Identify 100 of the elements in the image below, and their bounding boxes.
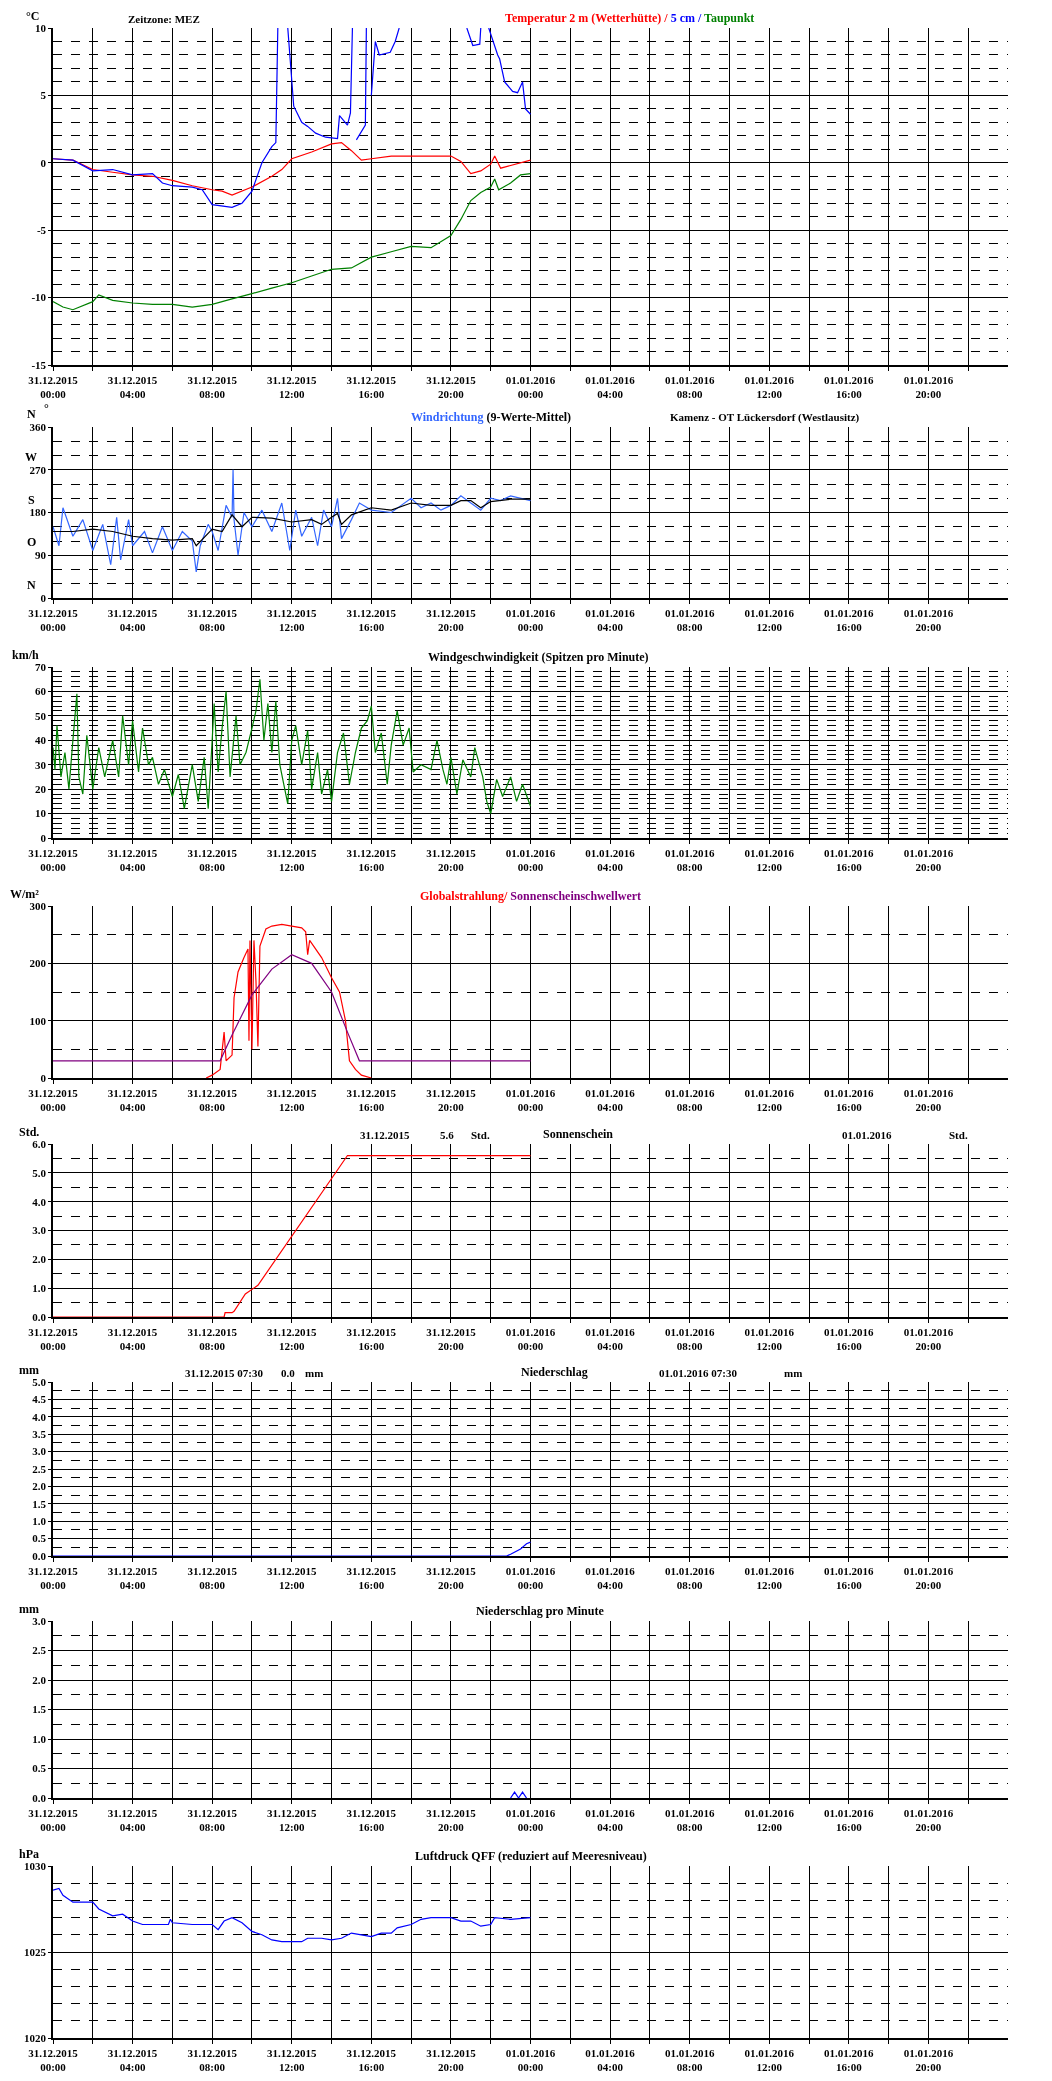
y-tick-label: 3.5 bbox=[32, 1428, 47, 1441]
text: Std. bbox=[949, 1129, 968, 1141]
y-tick-label: 2.5 bbox=[32, 1462, 47, 1475]
x-tick-label: 31.12.2015 08:00 bbox=[187, 1086, 238, 1114]
line-series bbox=[53, 678, 532, 815]
text: mm bbox=[305, 1367, 324, 1379]
text: 31.12.2015 07:30 bbox=[185, 1367, 264, 1379]
x-tick-label: 31.12.2015 12:00 bbox=[267, 606, 317, 634]
text: Kamenz - OT Lückersdorf (Westlausitz) bbox=[670, 411, 860, 424]
x-tick-label: 31.12.2015 08:00 bbox=[187, 373, 238, 401]
x-tick-label: 01.01.2016 12:00 bbox=[744, 1806, 795, 1834]
y-tick-label: 0.0 bbox=[32, 1791, 47, 1804]
y-tick-label: 4.5 bbox=[32, 1393, 47, 1406]
x-tick-label: 31.12.2015 08:00 bbox=[187, 846, 238, 874]
y-tick-label: 10 bbox=[35, 21, 47, 34]
x-tick-label: 31.12.2015 20:00 bbox=[426, 606, 477, 634]
y-tick-label: 3.0 bbox=[32, 1445, 47, 1458]
x-tick-label: 01.01.2016 20:00 bbox=[903, 1564, 954, 1592]
x-tick-label: 31.12.2015 16:00 bbox=[346, 373, 397, 401]
line-series bbox=[53, 954, 532, 1062]
text: S bbox=[28, 493, 35, 507]
line-series bbox=[53, 469, 532, 573]
x-tick-label: 01.01.2016 20:00 bbox=[903, 2046, 954, 2074]
y-tick-label: 1.0 bbox=[32, 1282, 47, 1295]
y-tick-label: 60 bbox=[35, 685, 47, 698]
x-tick-label: 01.01.2016 04:00 bbox=[585, 2046, 636, 2074]
text: 0.0 bbox=[281, 1367, 296, 1379]
x-tick-label: 31.12.2015 04:00 bbox=[107, 1564, 158, 1592]
x-tick-label: 01.01.2016 08:00 bbox=[664, 1086, 715, 1114]
x-tick-label: 31.12.2015 04:00 bbox=[107, 1806, 158, 1834]
x-tick-label: 01.01.2016 12:00 bbox=[744, 1564, 795, 1592]
y-tick-label: 5 bbox=[40, 89, 47, 102]
x-tick-label: 31.12.2015 16:00 bbox=[346, 606, 397, 634]
y-tick-label: -10 bbox=[31, 291, 47, 304]
y-tick-label: 4.0 bbox=[32, 1410, 47, 1423]
x-tick-label: 01.01.2016 08:00 bbox=[664, 373, 715, 401]
y-tick-label: 50 bbox=[35, 709, 47, 722]
text: N bbox=[27, 578, 36, 592]
y-tick-label: -5 bbox=[36, 224, 47, 237]
y-tick-label: 1.5 bbox=[32, 1497, 47, 1510]
x-tick-label: 31.12.2015 00:00 bbox=[28, 606, 79, 634]
x-tick-label: 31.12.2015 20:00 bbox=[426, 1564, 477, 1592]
x-tick-label: 31.12.2015 20:00 bbox=[426, 1086, 477, 1114]
y-tick-label: 6.0 bbox=[32, 1137, 47, 1150]
x-tick-label: 01.01.2016 04:00 bbox=[585, 1325, 636, 1353]
y-tick-label: 20 bbox=[35, 782, 47, 795]
x-tick-label: 01.01.2016 12:00 bbox=[744, 2046, 795, 2074]
x-tick-label: 31.12.2015 04:00 bbox=[107, 1325, 158, 1353]
x-tick-label: 01.01.2016 08:00 bbox=[664, 846, 715, 874]
x-tick-label: 01.01.2016 00:00 bbox=[505, 2046, 556, 2074]
text: N bbox=[27, 407, 36, 421]
x-tick-label: 01.01.2016 12:00 bbox=[744, 606, 795, 634]
y-tick-label: 270 bbox=[29, 463, 47, 476]
x-tick-label: 01.01.2016 16:00 bbox=[824, 1806, 875, 1834]
x-tick-label: 01.01.2016 16:00 bbox=[824, 1325, 875, 1353]
y-tick-label: 40 bbox=[35, 734, 47, 747]
x-tick-label: 01.01.2016 04:00 bbox=[585, 606, 636, 634]
x-tick-label: 01.01.2016 08:00 bbox=[664, 1564, 715, 1592]
x-tick-label: 31.12.2015 08:00 bbox=[187, 1564, 238, 1592]
y-tick-label: 3.0 bbox=[32, 1224, 47, 1237]
y-axis-title: ° bbox=[44, 401, 49, 415]
y-tick-label: 0.5 bbox=[32, 1762, 47, 1775]
text: O bbox=[27, 535, 37, 549]
text: W bbox=[25, 450, 37, 464]
x-tick-label: 01.01.2016 04:00 bbox=[585, 373, 636, 401]
y-tick-label: 5.0 bbox=[32, 1375, 47, 1388]
x-tick-label: 31.12.2015 16:00 bbox=[346, 2046, 397, 2074]
y-axis-title: °C bbox=[26, 9, 40, 23]
line-series bbox=[53, 1541, 532, 1556]
y-tick-label: 1030 bbox=[24, 1859, 47, 1872]
x-tick-label: 31.12.2015 08:00 bbox=[187, 1806, 238, 1834]
y-tick-label: 1.0 bbox=[32, 1515, 47, 1528]
y-tick-label: 300 bbox=[29, 899, 47, 912]
y-tick-label: 2.0 bbox=[32, 1253, 47, 1266]
x-tick-label: 31.12.2015 16:00 bbox=[346, 1564, 397, 1592]
y-tick-label: 200 bbox=[29, 957, 47, 970]
x-tick-label: 31.12.2015 12:00 bbox=[267, 846, 317, 874]
text: Globalstrahlung/ bbox=[420, 889, 509, 903]
x-tick-label: 31.12.2015 04:00 bbox=[107, 2046, 158, 2074]
x-tick-label: 31.12.2015 16:00 bbox=[346, 846, 397, 874]
x-tick-label: 01.01.2016 00:00 bbox=[505, 1806, 556, 1834]
x-tick-label: 01.01.2016 16:00 bbox=[824, 1564, 875, 1592]
x-tick-label: 31.12.2015 12:00 bbox=[267, 1806, 317, 1834]
x-tick-label: 01.01.2016 20:00 bbox=[903, 606, 954, 634]
x-tick-label: 31.12.2015 04:00 bbox=[107, 606, 158, 634]
x-tick-label: 31.12.2015 00:00 bbox=[28, 1564, 79, 1592]
text: 31.12.2015 bbox=[360, 1129, 410, 1141]
x-tick-label: 31.12.2015 04:00 bbox=[107, 1086, 158, 1114]
y-tick-label: 1020 bbox=[24, 2031, 47, 2044]
x-tick-label: 31.12.2015 04:00 bbox=[107, 373, 158, 401]
x-tick-label: 31.12.2015 00:00 bbox=[28, 373, 79, 401]
y-axis-title: W/m² bbox=[10, 887, 40, 901]
x-tick-label: 31.12.2015 04:00 bbox=[107, 846, 158, 874]
text: 01.01.2016 bbox=[842, 1129, 892, 1141]
x-tick-label: 01.01.2016 00:00 bbox=[505, 1086, 556, 1114]
chart-title: Luftdruck QFF (reduziert auf Meeresniveau) bbox=[415, 1849, 647, 1863]
y-tick-label: 1025 bbox=[24, 1945, 47, 1958]
y-tick-label: 10 bbox=[35, 807, 47, 820]
text: 5 cm / bbox=[670, 11, 702, 25]
x-tick-label: 31.12.2015 00:00 bbox=[28, 846, 79, 874]
